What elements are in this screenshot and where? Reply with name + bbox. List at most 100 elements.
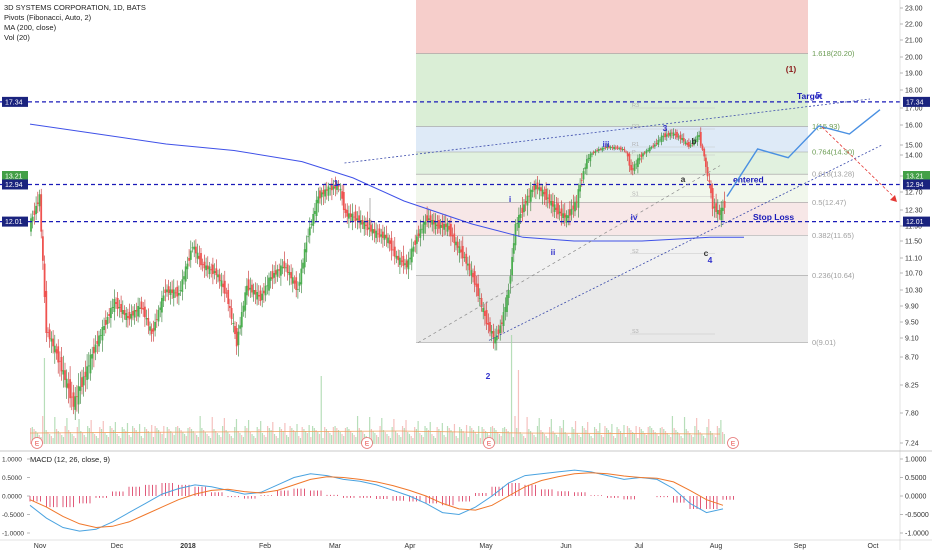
volume-bar: [267, 426, 269, 444]
candle-body: [332, 186, 335, 190]
volume-bar: [448, 428, 450, 444]
candle-body: [121, 310, 124, 314]
volume-bar: [716, 426, 719, 444]
indicator-ma: MA (200, close): [4, 23, 57, 32]
volume-bar: [529, 431, 532, 444]
volume-bar: [606, 428, 608, 444]
volume-bar: [718, 428, 720, 444]
volume-bar: [144, 427, 146, 444]
candle-body: [485, 310, 488, 324]
volume-bar: [497, 432, 499, 444]
volume-bar: [336, 428, 338, 444]
volume-bar: [374, 433, 376, 444]
candle-body: [642, 153, 644, 157]
time-tick-label: 2018: [180, 543, 196, 550]
candle-body: [533, 185, 536, 191]
volume-bar: [279, 427, 281, 444]
candle-body: [606, 146, 609, 148]
fib-zone: [416, 53, 808, 127]
volume-bar: [265, 437, 267, 444]
macd-tick-left-label: 0.0000: [2, 494, 22, 501]
candle-body: [410, 248, 413, 263]
candle-body: [133, 310, 136, 318]
volume-bar: [289, 426, 291, 444]
pivot-label: R1: [632, 142, 639, 148]
volume-bar: [49, 434, 51, 444]
candle-body: [689, 144, 692, 147]
candle-body: [698, 135, 700, 137]
volume-bar: [158, 430, 160, 444]
price-tick-label: 11.50: [905, 239, 922, 246]
macd-tick-left-label: 1.0000: [2, 457, 22, 464]
volume-bar: [554, 433, 556, 444]
candle-body: [638, 157, 641, 161]
volume-bar: [343, 436, 345, 444]
candle-body: [69, 379, 71, 399]
volume-bar: [183, 434, 186, 444]
candle-body: [59, 360, 61, 362]
volume-bar: [384, 432, 386, 444]
volume-bar: [592, 438, 594, 444]
volume-bar: [190, 429, 193, 444]
volume-bar: [523, 436, 525, 444]
volume-bar: [445, 437, 447, 444]
candle-body: [545, 188, 547, 200]
candle-body: [705, 157, 707, 167]
candle-body: [501, 322, 503, 324]
candle-body: [611, 146, 614, 148]
volume-bar: [253, 436, 255, 444]
candle-body: [188, 258, 190, 261]
volume-bar: [154, 426, 156, 444]
price-tag-left-label: 12.94: [5, 182, 23, 189]
volume-bar: [156, 428, 158, 444]
volume-bar: [654, 432, 656, 444]
candle-body: [412, 246, 415, 252]
volume-bar: [446, 426, 449, 444]
volume-bar: [68, 430, 70, 444]
candle-body: [417, 233, 420, 236]
candle-body: [349, 213, 352, 217]
decline-arrow-head: [890, 195, 897, 202]
candle-body: [438, 220, 440, 229]
volume-bar: [275, 436, 277, 444]
volume-bar: [597, 431, 599, 444]
candle-body: [416, 236, 418, 244]
candle-body: [477, 283, 479, 296]
candle-body: [244, 292, 247, 311]
candle-body: [715, 203, 717, 212]
candle-body: [195, 246, 197, 254]
candle-body: [52, 338, 54, 347]
volume-bar: [211, 417, 213, 444]
volume-bar: [187, 428, 189, 444]
volume-bar: [137, 432, 139, 444]
price-tick-label: 12.30: [905, 208, 923, 215]
volume-bar: [671, 416, 674, 444]
candle-body: [315, 199, 318, 216]
candle-body: [531, 189, 534, 192]
volume-bar: [720, 420, 722, 444]
candle-body: [504, 307, 507, 312]
candle-body: [703, 149, 706, 157]
volume-bar: [95, 436, 97, 444]
candle-body: [492, 331, 495, 338]
candle-body: [409, 257, 411, 260]
price-tick-label: 9.10: [905, 336, 919, 343]
candle-body: [512, 243, 515, 254]
candle-body: [342, 192, 345, 210]
volume-bar: [59, 433, 61, 444]
candle-body: [218, 274, 221, 282]
candle-body: [473, 271, 476, 285]
volume-bar: [83, 435, 85, 444]
candle-body: [329, 188, 332, 190]
volume-bar: [549, 427, 551, 444]
volume-bar: [464, 433, 466, 444]
candle-body: [613, 146, 615, 149]
candle-body: [247, 279, 250, 291]
volume-bar: [569, 438, 571, 444]
candle-body: [672, 132, 675, 136]
volume-bar: [638, 427, 641, 444]
volume-bar: [225, 430, 227, 444]
fib-zone: [416, 174, 808, 203]
candle-body: [647, 149, 649, 151]
